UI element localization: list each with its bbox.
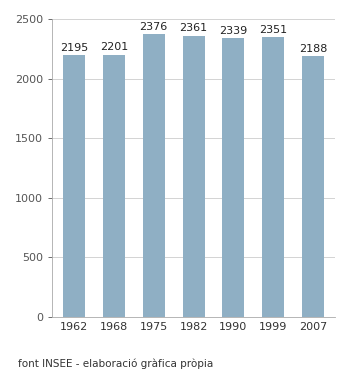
Bar xyxy=(63,55,85,317)
Bar xyxy=(183,35,204,317)
Bar xyxy=(143,34,165,317)
Bar xyxy=(223,38,244,317)
Text: 2339: 2339 xyxy=(219,26,247,36)
Bar xyxy=(302,56,324,317)
Text: 2351: 2351 xyxy=(259,25,287,35)
Text: 2376: 2376 xyxy=(140,22,168,32)
Text: 2188: 2188 xyxy=(299,44,327,54)
Bar xyxy=(262,37,284,317)
Bar xyxy=(103,54,125,317)
Text: 2195: 2195 xyxy=(60,43,88,53)
Text: font INSEE - elaboració gràfica pròpia: font INSEE - elaboració gràfica pròpia xyxy=(18,359,213,369)
Text: 2361: 2361 xyxy=(180,23,208,34)
Text: 2201: 2201 xyxy=(100,43,128,53)
